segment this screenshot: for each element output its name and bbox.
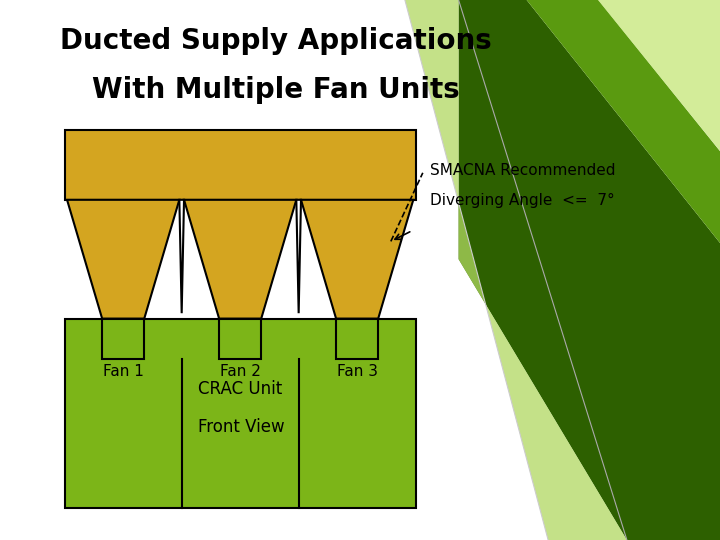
Text: Fan 1: Fan 1 [103,364,143,380]
Polygon shape [405,0,627,540]
Polygon shape [526,0,720,243]
Text: Fan 3: Fan 3 [337,364,378,380]
Polygon shape [184,200,297,319]
Polygon shape [301,200,413,319]
Text: Ducted Supply Applications: Ducted Supply Applications [60,27,492,55]
Polygon shape [297,200,301,313]
Bar [65,319,415,508]
Text: Front View: Front View [198,417,284,436]
Text: Fan 2: Fan 2 [220,364,261,380]
Bar [65,130,415,200]
Text: CRAC Unit: CRAC Unit [198,380,282,398]
Bar [219,319,261,359]
Polygon shape [179,200,184,313]
Polygon shape [67,200,179,319]
Bar [102,319,144,359]
Polygon shape [459,0,720,540]
Bar [336,319,378,359]
Polygon shape [598,0,720,151]
Text: With Multiple Fan Units: With Multiple Fan Units [92,76,460,104]
Text: Diverging Angle  <=  7°: Diverging Angle <= 7° [430,193,615,208]
Text: SMACNA Recommended: SMACNA Recommended [430,163,616,178]
